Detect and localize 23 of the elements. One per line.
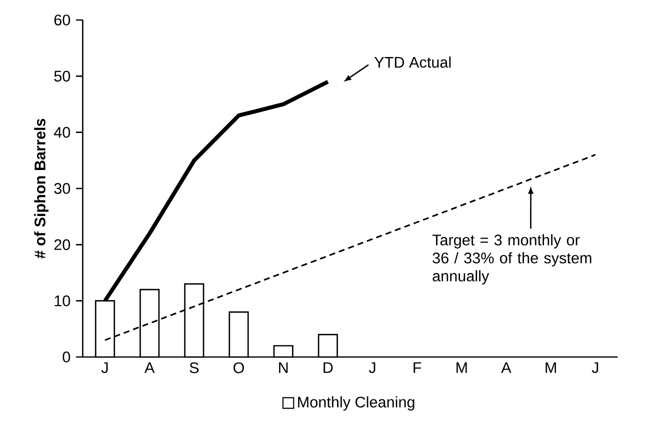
x-tick-label: J bbox=[368, 362, 376, 374]
legend-label: Monthly Cleaning bbox=[298, 396, 414, 411]
x-tick-label: F bbox=[414, 362, 422, 373]
y-axis-title: # of Siphon Barrels bbox=[34, 118, 48, 259]
y-tick-label: 50 bbox=[54, 70, 70, 82]
annotation: Target = 3 monthly or 36 / 33% of the system annually bbox=[432, 234, 592, 284]
y-tick-label: 20 bbox=[54, 239, 70, 250]
y-tick-label: 0 bbox=[62, 352, 70, 362]
x-tick-label: J bbox=[592, 362, 598, 374]
annotation: YTD Actual bbox=[374, 56, 451, 68]
x-tick-label: J bbox=[101, 362, 108, 374]
x-tick-label: N bbox=[279, 362, 288, 373]
x-tick-label: A bbox=[144, 362, 155, 373]
x-tick-label: D bbox=[324, 362, 333, 373]
x-tick-label: O bbox=[234, 362, 244, 374]
y-tick-label: 10 bbox=[54, 295, 70, 306]
y-tick-label: 40 bbox=[54, 126, 70, 138]
x-tick-label: A bbox=[501, 362, 512, 373]
y-tick-label: 30 bbox=[54, 183, 70, 194]
y-tick-label: 60 bbox=[54, 14, 70, 26]
x-tick-label: M bbox=[456, 362, 467, 373]
x-tick-label: S bbox=[190, 362, 199, 374]
x-tick-label: M bbox=[546, 362, 556, 373]
